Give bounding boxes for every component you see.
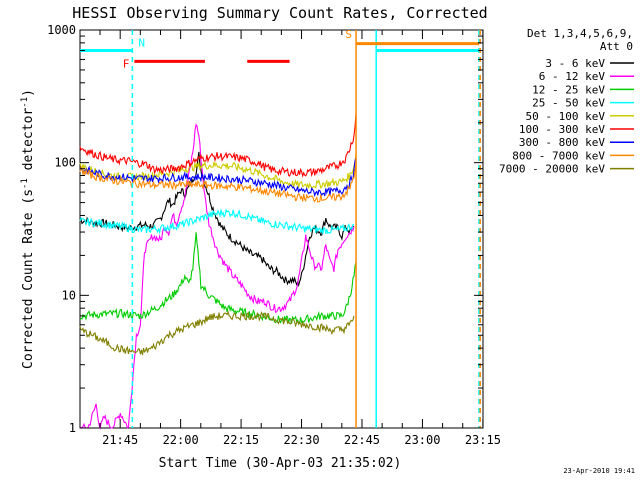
legend-label: 12 - 25 keV [532, 83, 605, 96]
series-line-7 [79, 162, 357, 203]
x-tick-label: 23:00 [404, 433, 440, 447]
legend-title-line1: Det 1,3,4,5,6,9, [527, 27, 633, 40]
y-tick-label: 1 [69, 421, 76, 435]
legend-label: 100 - 300 keV [519, 123, 605, 136]
series-line-3 [79, 208, 355, 235]
legend-label: 50 - 100 keV [526, 110, 606, 123]
y-axis-label-exp1: -1 [20, 178, 30, 189]
y-axis-label-exp2: -1 [20, 97, 30, 108]
y-tick-label: 10 [62, 288, 76, 302]
legend-label: 3 - 6 keV [545, 57, 605, 70]
flag-label-f: F [123, 58, 130, 71]
x-tick-label: 22:15 [223, 433, 259, 447]
footer-timestamp: 23-Apr-2010 19:41 [563, 467, 635, 475]
x-tick-label: 22:00 [163, 433, 199, 447]
y-axis-label-mid: detector [21, 108, 36, 179]
axis-layer: 1 10 100 1000 21:45 22:00 22:15 22:30 22:45 23:00… [47, 23, 501, 447]
y-axis-label-main: Corrected Count Rate (s [21, 189, 36, 369]
x-tick-label: 22:30 [283, 433, 319, 447]
y-axis-label-end: ) [21, 89, 36, 97]
y-tick-label: 1000 [47, 23, 76, 37]
x-tick-label: 21:45 [102, 433, 138, 447]
series-line-5 [79, 112, 357, 178]
legend-title-line2: Att 0 [600, 40, 633, 53]
flag-label-s: S [345, 28, 352, 41]
x-tick-label: 22:45 [344, 433, 380, 447]
series-line-6 [79, 157, 357, 198]
legend-label: 800 - 7000 keV [512, 149, 605, 162]
flag-layer: NF S [80, 28, 481, 428]
legend-label: 6 - 12 keV [539, 70, 606, 83]
chart-title: HESSI Observing Summary Count Rates, Cor… [72, 4, 487, 22]
legend-label: 300 - 800 keV [519, 136, 605, 149]
legend-label: 7000 - 20000 keV [499, 163, 605, 176]
legend-label: 25 - 50 keV [532, 97, 605, 110]
flag-label-n: N [138, 37, 145, 50]
x-tick-label: 23:15 [465, 433, 501, 447]
y-tick-label: 100 [54, 156, 76, 170]
y-axis-label: Corrected Count Rate (s-1 detector-1) [20, 89, 36, 369]
series-layer [79, 112, 357, 431]
series-line-2 [79, 232, 357, 325]
series-line-8 [79, 310, 355, 356]
x-axis-label: Start Time (30-Apr-03 21:35:02) [159, 456, 402, 471]
series-line-1 [79, 123, 355, 431]
